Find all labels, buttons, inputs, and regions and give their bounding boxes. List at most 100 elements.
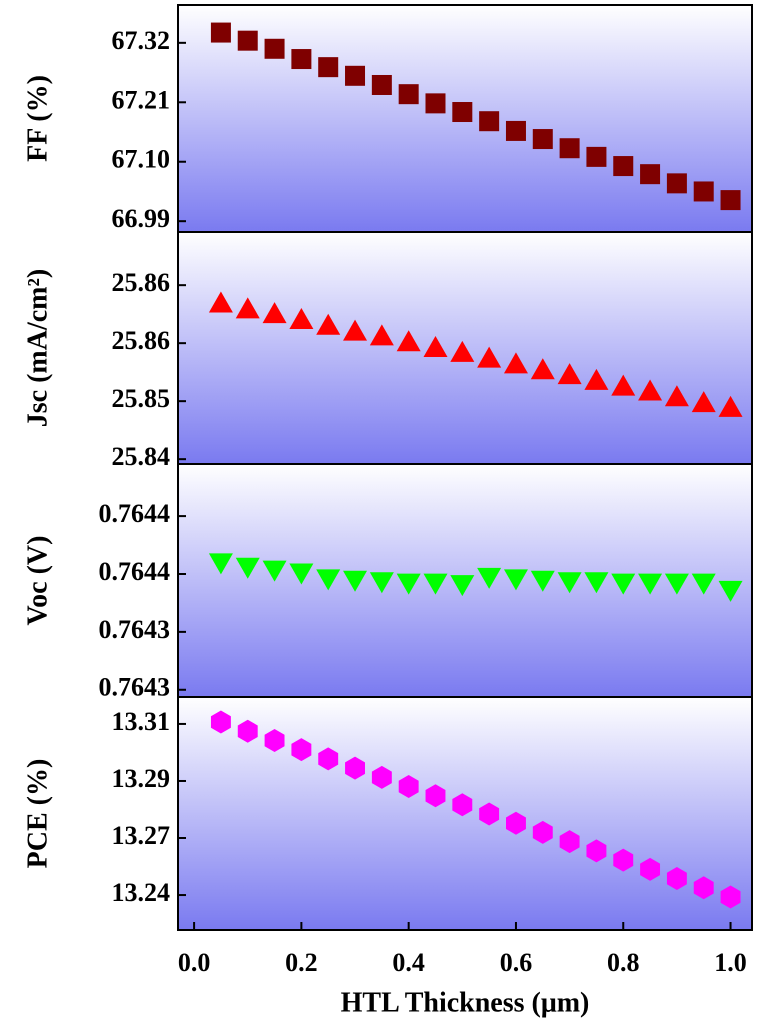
marker <box>505 120 526 141</box>
marker <box>345 65 366 86</box>
marker <box>720 190 741 211</box>
marker <box>638 573 663 595</box>
marker <box>396 330 421 352</box>
marker <box>452 102 473 123</box>
y-tick-label: 0.7644 <box>99 499 171 528</box>
y-tick-label: 13.29 <box>112 764 171 793</box>
marker <box>237 30 258 51</box>
marker <box>425 93 446 114</box>
marker <box>613 156 634 177</box>
marker <box>452 793 473 817</box>
marker <box>398 775 419 799</box>
marker <box>343 319 368 341</box>
marker <box>532 820 553 844</box>
marker <box>584 368 609 390</box>
marker <box>264 38 285 59</box>
marker <box>210 22 231 43</box>
y-tick-label: 25.84 <box>112 442 171 471</box>
marker <box>208 553 233 575</box>
marker <box>720 885 741 909</box>
x-tick-label: 0.6 <box>500 948 533 977</box>
marker <box>640 857 661 881</box>
marker <box>611 374 636 396</box>
y-tick-label: 13.27 <box>112 821 171 850</box>
marker <box>666 867 687 891</box>
marker <box>289 563 314 585</box>
y-tick-label: 25.86 <box>112 326 171 355</box>
marker <box>718 580 743 602</box>
marker <box>262 560 287 582</box>
marker <box>664 573 689 595</box>
marker <box>423 573 448 595</box>
y-tick-label: 0.7643 <box>99 673 171 702</box>
marker <box>479 802 500 826</box>
marker <box>318 747 339 771</box>
y-axis-label: FF (%) <box>22 75 53 162</box>
marker <box>503 352 528 374</box>
marker <box>693 876 714 900</box>
x-axis-label: HTL Thickness (μm) <box>341 987 590 1018</box>
marker <box>345 756 365 780</box>
marker <box>584 572 609 594</box>
marker <box>613 848 634 872</box>
x-tick-label: 0.4 <box>392 948 425 977</box>
marker <box>289 307 314 329</box>
marker <box>638 379 663 401</box>
marker <box>369 572 394 594</box>
marker <box>316 313 341 335</box>
marker <box>425 784 446 808</box>
marker <box>208 291 233 313</box>
y-tick-label: 66.99 <box>112 204 171 233</box>
y-tick-label: 0.7643 <box>99 615 171 644</box>
marker <box>371 74 392 95</box>
marker <box>450 575 475 597</box>
marker <box>210 710 231 734</box>
marker <box>264 728 285 752</box>
marker <box>586 146 607 167</box>
x-tick-label: 0.8 <box>607 948 640 977</box>
marker <box>343 570 368 592</box>
marker <box>479 111 500 132</box>
marker <box>611 573 636 595</box>
marker <box>423 336 448 357</box>
marker <box>557 572 582 594</box>
marker <box>559 138 580 159</box>
y-axis-label: PCE (%) <box>22 759 53 869</box>
y-tick-label: 13.24 <box>112 878 171 907</box>
marker <box>237 719 258 743</box>
marker <box>586 839 607 863</box>
y-tick-label: 0.7644 <box>99 557 171 586</box>
marker <box>398 84 419 105</box>
marker <box>691 573 716 595</box>
marker <box>691 391 716 413</box>
x-tick-label: 0.0 <box>178 948 211 977</box>
marker <box>664 385 689 407</box>
marker <box>530 570 555 592</box>
marker <box>557 363 582 385</box>
marker <box>369 324 394 346</box>
marker <box>506 811 526 835</box>
marker <box>235 557 260 579</box>
marker <box>640 164 661 185</box>
marker <box>396 573 421 595</box>
plot-frame <box>177 696 753 931</box>
y-tick-label: 67.32 <box>112 26 171 55</box>
y-axis-label: Voc (V) <box>22 536 53 626</box>
x-tick-label: 1.0 <box>714 948 747 977</box>
marker <box>316 569 341 591</box>
y-tick-label: 67.10 <box>112 145 171 174</box>
marker <box>503 569 528 591</box>
marker <box>318 57 339 78</box>
x-tick-label: 0.2 <box>285 948 318 977</box>
marker <box>559 830 580 854</box>
y-tick-label: 67.21 <box>112 85 171 114</box>
marker <box>291 738 312 762</box>
y-tick-label: 25.85 <box>112 384 171 413</box>
marker <box>693 181 714 202</box>
marker <box>235 297 260 319</box>
marker <box>262 302 287 324</box>
y-tick-label: 13.31 <box>112 707 171 736</box>
marker <box>291 49 312 70</box>
marker <box>477 346 502 368</box>
